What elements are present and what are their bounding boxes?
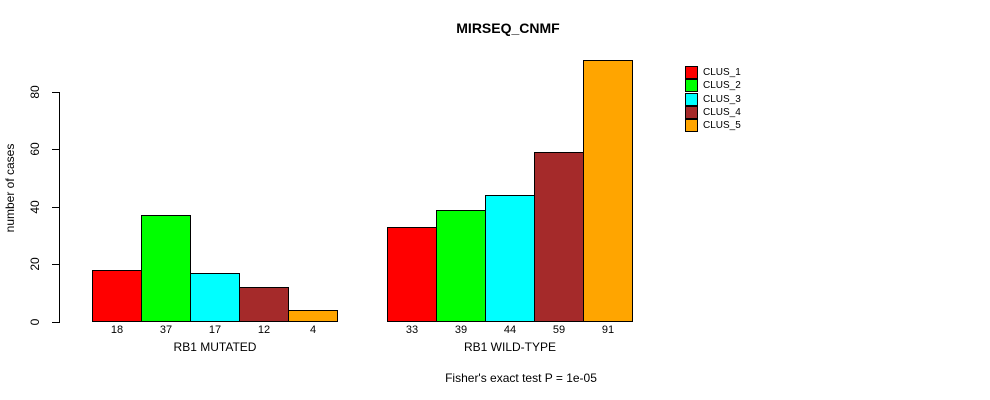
legend-swatch-icon — [685, 106, 698, 120]
legend-label: CLUS_3 — [703, 93, 741, 105]
group-label: RB1 MUTATED — [173, 340, 257, 354]
bar-clus_4-group2 — [534, 152, 584, 322]
legend-swatch-icon — [685, 66, 698, 80]
legend-item-clus_1: CLUS_1 — [685, 66, 741, 80]
legend-item-clus_4: CLUS_4 — [685, 106, 741, 120]
bar-clus_3-group2 — [485, 195, 535, 322]
legend: CLUS_1 CLUS_2 CLUS_3 CLUS_4 CLUS_5 — [685, 66, 741, 133]
y-tick-mark — [52, 322, 59, 323]
legend-label: CLUS_2 — [703, 80, 741, 92]
bar-value-label: 12 — [257, 324, 271, 336]
legend-label: CLUS_1 — [703, 67, 741, 79]
y-tick-mark — [52, 206, 59, 208]
bar-clus_2-group1 — [141, 215, 191, 322]
bar-clus_5-group1 — [288, 310, 338, 322]
legend-item-clus_3: CLUS_3 — [685, 92, 741, 106]
bar-clus_2-group2 — [436, 209, 486, 322]
y-tick-label: 60 — [28, 142, 42, 156]
bar-clus_5-group2 — [583, 59, 633, 322]
chart-title: MIRSEQ_CNMF — [456, 20, 560, 36]
bar-value-label: 18 — [110, 324, 124, 336]
y-tick-label: 0 — [28, 318, 42, 326]
bar-clus_1-group2 — [387, 226, 437, 322]
legend-label: CLUS_4 — [703, 107, 741, 119]
bar-value-label: 4 — [309, 324, 317, 336]
y-axis-label: number of cases — [3, 143, 17, 233]
bar-value-label: 17 — [208, 324, 222, 336]
bar-value-label: 91 — [601, 324, 615, 336]
legend-swatch-icon — [685, 79, 698, 93]
y-tick-label: 40 — [28, 200, 42, 214]
bar-value-label: 37 — [159, 324, 173, 336]
bar-clus_1-group1 — [92, 270, 142, 322]
y-tick-mark — [52, 149, 59, 151]
legend-item-clus_5: CLUS_5 — [685, 119, 741, 133]
y-tick-mark — [52, 91, 59, 93]
y-tick-mark — [52, 264, 59, 266]
bar-clus_3-group1 — [190, 273, 240, 322]
legend-swatch-icon — [685, 119, 698, 133]
y-tick-label: 80 — [28, 84, 42, 99]
legend-label: CLUS_5 — [703, 120, 741, 132]
y-axis-line — [59, 91, 60, 323]
legend-item-clus_2: CLUS_2 — [685, 79, 741, 93]
bar-value-label: 44 — [503, 324, 517, 336]
y-tick-label: 20 — [28, 257, 42, 272]
bar-value-label: 39 — [454, 324, 468, 336]
annotation-text: Fisher's exact test P = 1e-05 — [445, 371, 597, 385]
legend-swatch-icon — [685, 92, 698, 106]
bar-value-label: 33 — [405, 324, 419, 336]
group-label: RB1 WILD-TYPE — [463, 340, 557, 354]
bar-value-label: 59 — [552, 324, 566, 336]
bar-clus_4-group1 — [239, 287, 289, 322]
